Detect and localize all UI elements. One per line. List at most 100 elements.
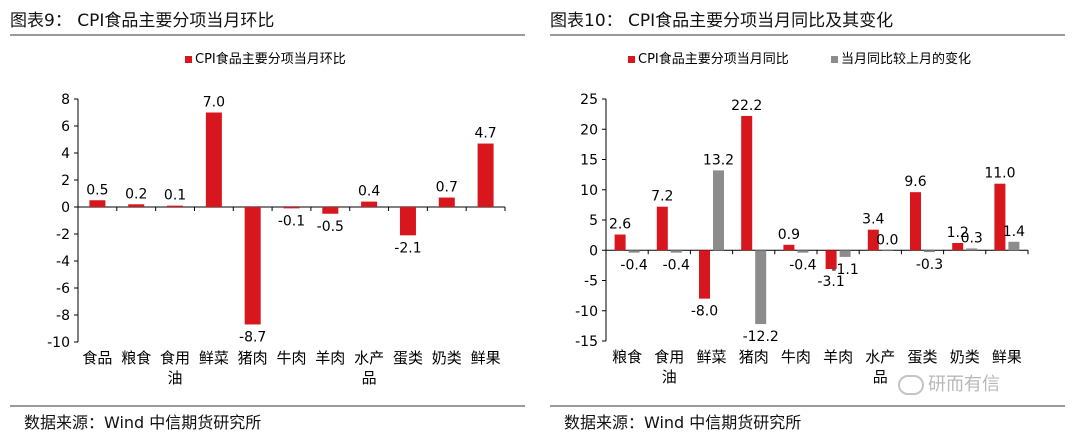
- y-tick-label: 0: [61, 200, 70, 216]
- data-label: 22.2: [731, 98, 762, 114]
- x-category-label: 鲜果: [471, 349, 501, 367]
- data-label: 3.4: [862, 212, 884, 228]
- x-category-label: 奶类: [432, 349, 462, 367]
- data-label: 0.4: [358, 184, 380, 200]
- y-tick-label: -10: [575, 304, 598, 320]
- data-label: -0.4: [663, 258, 690, 274]
- data-label: -0.5: [317, 219, 344, 235]
- y-tick-label: 6: [61, 119, 70, 135]
- y-tick-label: 2: [61, 173, 70, 189]
- legend-label: 当月同比较上月的变化: [841, 51, 971, 67]
- x-category-label: 食品: [82, 349, 112, 367]
- x-category-label: 品: [873, 368, 888, 386]
- right-source-note: 数据来源：Wind 中信期货研究所: [564, 413, 802, 432]
- bar: [952, 242, 964, 251]
- bar: [244, 207, 261, 325]
- x-category-label: 油: [168, 369, 183, 387]
- x-category-label: 粮食: [612, 348, 642, 366]
- x-category-label: 牛肉: [276, 349, 306, 367]
- data-label: 2.6: [609, 217, 631, 233]
- bar: [283, 207, 300, 209]
- y-tick-label: -10: [47, 335, 70, 351]
- legend-label: CPI食品主要分项当月同比: [638, 51, 789, 67]
- x-category-label: 食用: [654, 348, 684, 366]
- data-label: -0.4: [789, 258, 816, 274]
- bar: [322, 207, 339, 214]
- bar: [825, 250, 837, 270]
- data-label: -2.1: [394, 240, 421, 256]
- right-chart-svg: CPI食品主要分项当月同比 当月同比较上月的变化 -15 -10 -5 0 5 10 15 20 2…: [575, 51, 1029, 386]
- data-label: 1.2: [947, 225, 969, 241]
- x-category-label: 食用: [160, 349, 190, 367]
- bar: [713, 170, 724, 251]
- bar: [361, 201, 378, 207]
- y-tick-label: 15: [580, 153, 598, 169]
- left-source-rule: [10, 405, 525, 407]
- legend-swatch: [185, 56, 192, 63]
- y-tick-label: -8: [56, 308, 70, 324]
- bar: [839, 250, 851, 257]
- data-label: -0.1: [278, 213, 305, 229]
- left-chart-panel: 图表9： CPI食品主要分项当月环比 CPI食品主要分项当月环比 -10 -8 -6 -…: [10, 0, 535, 435]
- bar: [477, 143, 494, 207]
- bar: [614, 234, 626, 251]
- bar: [867, 229, 879, 251]
- x-category-label: 水产: [865, 348, 895, 366]
- data-label: 0.0: [876, 232, 898, 248]
- legend-swatch: [628, 56, 635, 63]
- left-title-rule: [10, 34, 525, 36]
- x-category-label: 牛肉: [781, 348, 811, 366]
- data-label: -0.3: [916, 257, 943, 273]
- bar: [924, 250, 935, 253]
- right-chart-title: 图表10： CPI食品主要分项当月同比及其变化: [550, 11, 894, 31]
- y-tick-label: 8: [61, 92, 70, 108]
- y-tick-label: -15: [575, 334, 598, 350]
- data-label: 0.3: [961, 230, 983, 246]
- watermark: 研而有信: [898, 370, 1000, 396]
- legend-label: CPI食品主要分项当月环比: [195, 51, 346, 67]
- y-tick-label: 5: [589, 213, 598, 229]
- data-label: 7.0: [203, 95, 225, 111]
- data-label: 0.1: [164, 188, 186, 204]
- bar: [797, 250, 809, 253]
- x-category-label: 羊肉: [823, 348, 853, 366]
- bar: [994, 183, 1006, 251]
- data-label: -3.1: [817, 274, 844, 290]
- data-label: -8.7: [239, 329, 266, 345]
- bar: [399, 207, 416, 236]
- y-tick-label: -4: [56, 254, 70, 270]
- x-category-label: 粮食: [121, 349, 151, 367]
- y-tick-label: 10: [580, 183, 598, 199]
- data-label: 13.2: [703, 152, 734, 168]
- bar: [89, 200, 106, 207]
- data-label: 7.2: [651, 189, 673, 205]
- bar: [783, 244, 795, 251]
- data-label: 9.6: [904, 174, 926, 190]
- bar: [755, 250, 767, 325]
- x-category-label: 油: [662, 368, 677, 386]
- bar: [966, 248, 978, 251]
- left-chart-svg: CPI食品主要分项当月环比 -10 -8 -6 -4 -2 0 2 4 6 8 0.5 0.2 0.1 7.…: [47, 51, 506, 387]
- bar: [205, 112, 222, 207]
- left-chart-title: 图表9： CPI食品主要分项当月环比: [10, 11, 275, 31]
- bar: [128, 204, 145, 207]
- y-tick-label: -5: [584, 274, 598, 290]
- x-category-label: 奶类: [950, 348, 980, 366]
- data-label: 11.0: [984, 166, 1015, 182]
- wechat-icon: [898, 375, 924, 395]
- bar: [167, 205, 184, 207]
- x-category-label: 水产: [354, 349, 384, 367]
- y-tick-label: 0: [589, 243, 598, 259]
- data-label: 1.4: [1003, 224, 1025, 240]
- y-tick-label: 20: [580, 122, 598, 138]
- data-label: 0.7: [436, 180, 458, 196]
- data-label: -1.1: [831, 262, 858, 278]
- x-category-label: 猪肉: [238, 349, 268, 367]
- y-tick-label: -2: [56, 227, 70, 243]
- x-category-label: 羊肉: [315, 349, 345, 367]
- watermark-text: 研而有信: [928, 374, 1000, 395]
- right-chart-panel: 图表10： CPI食品主要分项当月同比及其变化 CPI食品主要分项当月同比 当月同…: [550, 0, 1075, 435]
- y-tick-label: 4: [61, 146, 70, 162]
- x-category-label: 蛋类: [393, 349, 423, 367]
- data-label: -0.4: [620, 258, 647, 274]
